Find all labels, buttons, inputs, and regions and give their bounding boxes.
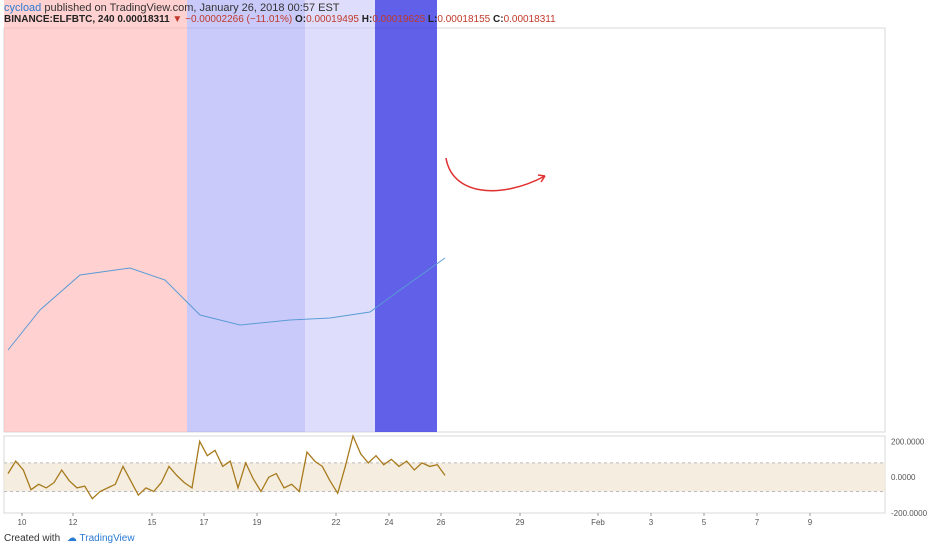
ohlc-value: 0.00019625: [372, 14, 426, 25]
time-tick-label: 3: [649, 518, 654, 527]
ohlc-values: O:0.00019495 H:0.00019625 L:0.00018155 C…: [295, 14, 556, 25]
time-tick-label: 22: [332, 518, 341, 527]
oscillator-tick-label: 200.0000: [891, 437, 925, 446]
fib-zone-blue-deep: [375, 0, 437, 432]
fib-zone-blue-left: [187, 0, 305, 432]
fib-zone-red: [4, 0, 187, 432]
time-tick-label: 7: [755, 518, 760, 527]
symbol-label[interactable]: BINANCE:ELFBTC, 240: [4, 14, 115, 25]
author-link[interactable]: cycload: [4, 2, 42, 14]
footer: Created with ☁ TradingView: [4, 533, 135, 544]
time-tick-label: 17: [200, 518, 209, 527]
time-tick-label: 9: [808, 518, 813, 527]
change-value: −0.00002266 (−11.01%): [185, 14, 293, 25]
moving-average-line: [7, 257, 446, 351]
oscillator-tick-label: -200.0000: [891, 509, 928, 518]
time-tick-label: 15: [148, 518, 157, 527]
publish-header: cycload published on TradingView.com, Ja…: [4, 2, 340, 14]
ohlc-key: H:: [358, 14, 373, 25]
oscillator-tick-label: 0.0000: [891, 473, 916, 482]
symbol-legend: BINANCE:ELFBTC, 240 0.00018311 ▼ −0.0000…: [4, 14, 556, 25]
ohlc-key: L:: [425, 14, 438, 25]
time-tick-label: 24: [385, 518, 394, 527]
fib-zone-lavender: [305, 0, 375, 432]
oscillator-band: [4, 462, 885, 492]
ohlc-key: C:: [490, 14, 504, 25]
time-tick-label: 12: [69, 518, 78, 527]
published-text: published on TradingView.com, January 26…: [44, 2, 340, 14]
tradingview-brand[interactable]: TradingView: [79, 533, 135, 544]
arrow-head-icon: [537, 174, 546, 183]
time-tick-label: 26: [437, 518, 446, 527]
oscillator-line: [7, 433, 446, 500]
created-with-text: Created with: [4, 533, 61, 544]
projection-arrow: [445, 157, 546, 192]
down-arrow-icon: ▼: [172, 14, 183, 25]
time-tick-label: 29: [516, 518, 525, 527]
ohlc-value: 0.00018155: [437, 14, 491, 25]
time-tick-label: 10: [18, 518, 27, 527]
last-price: 0.00018311: [117, 14, 170, 25]
time-tick-label: 5: [702, 518, 707, 527]
ohlc-value: 0.00019495: [306, 14, 359, 25]
time-tick-label: Feb: [591, 518, 605, 527]
tradingview-logo-icon[interactable]: ☁ TradingView: [66, 533, 135, 544]
ohlc-key: O:: [295, 14, 307, 25]
time-tick-label: 19: [253, 518, 262, 527]
ohlc-value: 0.00018311: [503, 14, 556, 25]
